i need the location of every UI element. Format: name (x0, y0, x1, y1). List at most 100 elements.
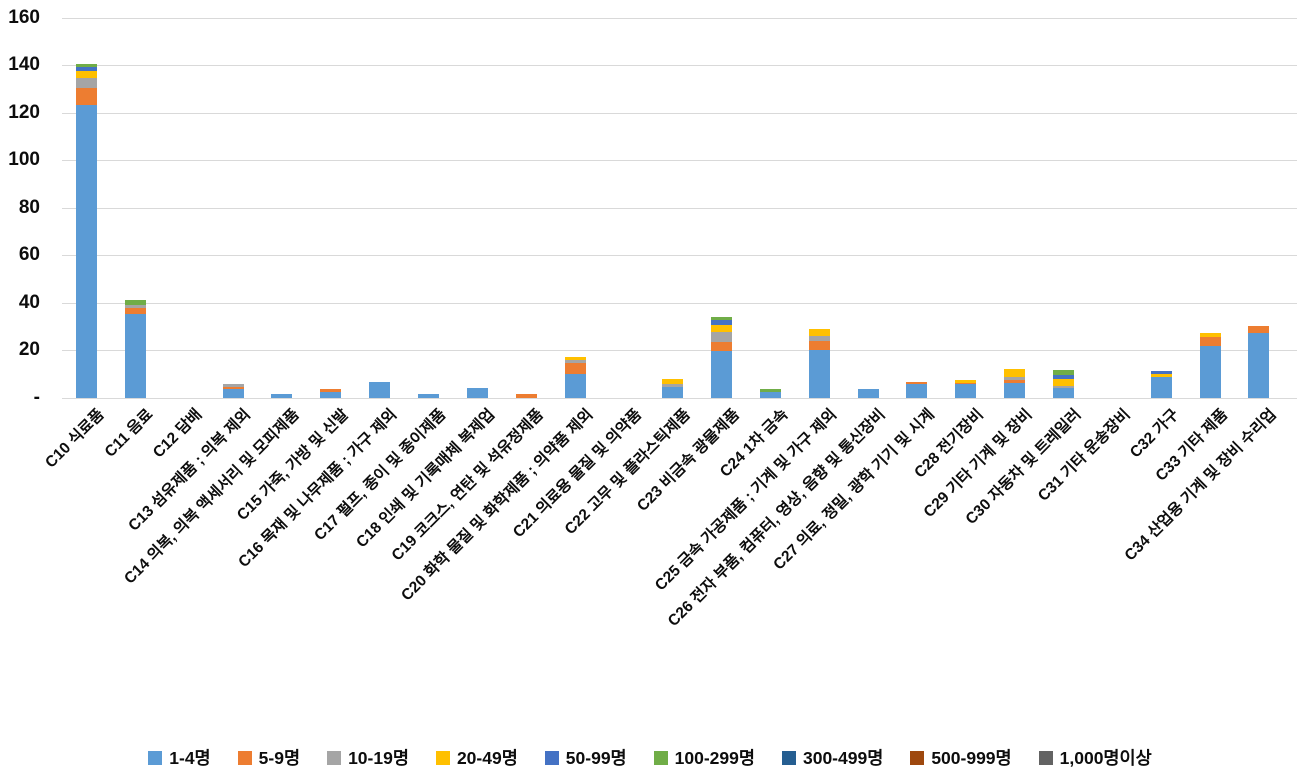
y-axis-tick-label: - (33, 386, 40, 408)
bar-segment-c32-50-99명 (1150, 371, 1172, 374)
y-axis-tick-label: 140 (8, 54, 40, 75)
bar-segment-c24-100-299명 (759, 389, 781, 392)
legend-label: 50-99명 (565, 748, 627, 768)
bar-segment-c17-1-4명 (417, 393, 439, 398)
legend-label: 1,000명이상 (1059, 748, 1152, 768)
bar-segment-c23-10-19명 (711, 332, 733, 342)
bar-segment-c15-5-9명 (320, 389, 342, 392)
gridline (62, 65, 1297, 66)
bar-segment-c25-10-19명 (808, 335, 830, 341)
bar-segment-c10-5-9명 (76, 87, 97, 106)
bar-segment-c34-1-4명 (1248, 333, 1270, 398)
legend-item-1,000명이상: 1,000명이상 (1038, 745, 1152, 770)
bar-segment-c25-20-49명 (808, 328, 830, 336)
bar-segment-c11-10-19명 (124, 304, 146, 309)
y-axis-tick-label: 60 (18, 244, 40, 265)
gridline (62, 207, 1297, 209)
bar-segment-c28-5-9명 (955, 382, 977, 385)
legend-swatch-icon (910, 750, 925, 765)
gridline (62, 112, 1297, 114)
bar-segment-c25-1-4명 (808, 350, 830, 398)
legend-label: 300-499명 (802, 748, 884, 768)
bar-column-c32 (1150, 371, 1172, 398)
bar-segment-c23-1-4명 (711, 351, 733, 398)
chart-legend: 1-4명 5-9명 10-19명 20-49명 50-99명 100-299명 300-49… (0, 745, 1300, 770)
y-axis-tick-label: 120 (8, 101, 40, 123)
legend-swatch-icon (148, 750, 163, 765)
bar-column-c14 (271, 393, 293, 398)
legend-item-10-19명: 10-19명 (327, 745, 409, 770)
y-axis-tick-label: 40 (18, 291, 40, 313)
legend-swatch-icon (1038, 750, 1053, 765)
legend-swatch-icon (781, 750, 796, 765)
bar-segment-c10-1-4명 (76, 105, 97, 398)
bar-segment-c10-10-19명 (76, 78, 97, 88)
bar-segment-c19-5-9명 (515, 393, 537, 398)
bar-segment-c20-5-9명 (564, 363, 586, 374)
legend-swatch-icon (435, 750, 450, 765)
legend-label: 20-49명 (456, 748, 518, 768)
bar-segment-c25-5-9명 (808, 340, 830, 350)
bar-column-c34 (1248, 326, 1270, 398)
bar-column-c22 (662, 378, 684, 398)
legend-item-50-99명: 50-99명 (544, 745, 627, 770)
y-axis-tick-label: 80 (18, 196, 40, 218)
bar-segment-c34-5-9명 (1248, 326, 1270, 334)
bar-column-c30 (1053, 370, 1074, 398)
bar-column-c23 (711, 317, 733, 398)
legend-label: 5-9명 (258, 748, 301, 768)
bar-segment-c29-20-49명 (1004, 369, 1026, 378)
x-axis-category-label-c31: C31 기타 운송장비 (1034, 406, 1134, 505)
bar-column-c33 (1199, 333, 1221, 398)
bar-segment-c30-1-4명 (1053, 388, 1074, 398)
bar-column-c27 (906, 382, 928, 398)
gridline (62, 350, 1297, 351)
bar-column-c20 (564, 357, 586, 398)
bar-segment-c32-1-4명 (1150, 377, 1172, 398)
y-axis-tick-label: 160 (8, 6, 40, 28)
legend-label: 1-4명 (169, 748, 211, 768)
legend-swatch-icon (544, 750, 559, 765)
bar-column-c16 (369, 382, 391, 398)
bar-segment-c33-20-49명 (1199, 333, 1221, 337)
bar-segment-c14-1-4명 (271, 393, 293, 398)
legend-label: 500-999명 (931, 748, 1012, 768)
legend-item-20-49명: 20-49명 (435, 745, 518, 770)
x-axis-category-label-c14: C14 의복, 의복 액세서리 및 모피제품 (121, 406, 303, 588)
legend-item-5-9명: 5-9명 (237, 745, 301, 770)
bar-segment-c20-10-19명 (564, 360, 586, 364)
y-axis-tick-label: 20 (18, 339, 40, 360)
bar-column-c15 (320, 389, 342, 398)
bar-column-c25 (808, 328, 830, 398)
bar-segment-c32-20-49명 (1150, 373, 1172, 378)
legend-label: 10-19명 (348, 748, 409, 768)
legend-item-300-499명: 300-499명 (781, 745, 884, 770)
gridline (62, 17, 1297, 19)
bar-segment-c15-1-4명 (320, 391, 342, 398)
legend-swatch-icon (653, 750, 668, 765)
bar-segment-c10-100-299명 (76, 63, 97, 68)
bar-segment-c22-10-19명 (662, 384, 684, 387)
x-axis-category-label-c10: C10 식료품 (42, 406, 108, 472)
bar-column-c17 (417, 393, 439, 398)
bar-segment-c16-1-4명 (369, 382, 391, 398)
gridline (62, 302, 1297, 304)
gridline (62, 160, 1297, 161)
bar-segment-c29-10-19명 (1004, 377, 1026, 380)
bar-segment-c20-20-49명 (564, 357, 586, 361)
bar-segment-c23-5-9명 (711, 341, 733, 352)
bar-segment-c13-1-4명 (222, 389, 244, 398)
bar-segment-c11-5-9명 (124, 308, 146, 315)
bar-segment-c30-20-49명 (1053, 378, 1074, 386)
bar-column-c29 (1004, 369, 1026, 398)
bar-column-c19 (515, 393, 537, 398)
bar-segment-c27-5-9명 (906, 382, 928, 385)
bar-segment-c13-5-9명 (222, 386, 244, 390)
legend-item-100-299명: 100-299명 (653, 745, 755, 770)
bar-segment-c23-20-49명 (711, 325, 733, 333)
bar-segment-c11-1-4명 (124, 314, 146, 398)
bar-segment-c20-1-4명 (564, 373, 586, 398)
y-axis-tick-label: 100 (8, 149, 40, 170)
bar-column-c26 (857, 389, 879, 398)
bar-segment-c33-1-4명 (1199, 346, 1221, 398)
